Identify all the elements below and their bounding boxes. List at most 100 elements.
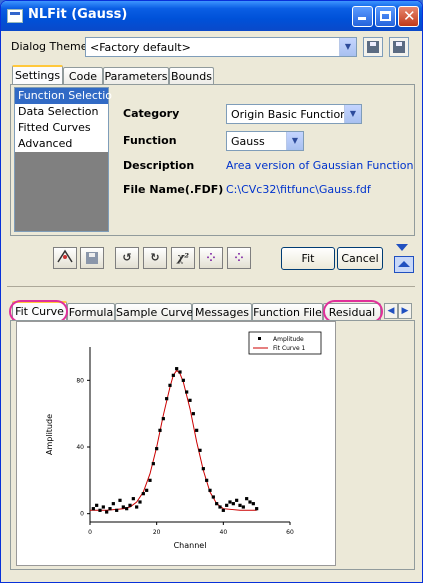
tab-bounds[interactable]: Bounds [169,67,214,85]
data-point [131,497,135,501]
list-item-fitted-curves[interactable]: Fitted Curves [15,120,108,136]
chi-square-button[interactable]: χ² [171,247,195,269]
title-bar[interactable]: NLFit (Gauss) ✕ [1,1,422,31]
legend-marker-amplitude [258,337,261,340]
one-iteration-icon[interactable]: ↻ [143,247,167,269]
close-button[interactable]: ✕ [398,6,419,27]
save-theme-button[interactable] [363,37,383,57]
data-point [135,505,139,509]
data-point [108,507,112,511]
data-point [125,507,129,511]
tab-settings[interactable]: Settings [12,65,63,85]
tab-messages[interactable]: Messages [192,303,252,321]
data-point [241,505,245,509]
data-point [198,448,202,452]
data-point [238,503,242,507]
collapse-arrow-icon[interactable] [396,244,408,251]
data-point [215,502,219,506]
data-point [185,390,189,394]
tab-scroll-left-icon[interactable]: ◀ [384,303,398,319]
data-point [195,428,199,432]
data-point [101,505,105,509]
list-item-function-selection[interactable]: Function Selection [15,88,119,104]
y-tick-label: 40 [76,444,84,451]
chevron-down-icon[interactable]: ▼ [344,105,361,123]
data-point [98,508,102,512]
data-point [201,467,205,471]
data-point [255,507,259,511]
dialog-theme-combo[interactable]: <Factory default> ▼ [85,37,357,57]
file-name-link[interactable]: C:\CVc32\fitfunc\Gauss.fdf [226,183,371,196]
fit-till-converged-icon[interactable]: ⁘ [227,247,251,269]
dialog-theme-label: Dialog Theme [11,40,88,53]
data-point [105,510,109,514]
data-point [141,492,145,496]
fit-curve-chart: 0 20 40 60 0 40 80 Amplitude Fit Curve 1 Channe… [45,331,322,550]
file-name-label: File Name(.FDF) [123,183,224,196]
data-point [95,503,99,507]
data-point [228,500,232,504]
close-icon: ✕ [403,7,416,25]
save-icon[interactable] [80,247,104,269]
description-label: Description [123,159,195,172]
data-point [175,367,179,371]
floppy-icon [367,41,379,53]
data-point [251,502,255,506]
dialog-theme-value: <Factory default> [90,41,191,54]
tab-fit-curve[interactable]: Fit Curve [12,301,67,321]
y-tick-label: 0 [80,511,84,518]
data-point [165,397,169,401]
data-point [235,498,239,502]
list-item-advanced[interactable]: Advanced [15,136,108,152]
function-selection-page: Category Origin Basic Functions ▼ Functi… [113,87,413,232]
x-tick-label: 60 [286,529,294,536]
fit-until-converged-icon[interactable] [53,247,77,269]
y-tick-label: 80 [76,377,84,384]
data-point [248,500,252,504]
cancel-button[interactable]: Cancel [337,247,383,270]
data-point [208,488,212,492]
data-point [151,462,155,466]
data-point [205,478,209,482]
chevron-down-icon[interactable]: ▼ [339,38,356,56]
x-tick-label: 40 [220,529,228,536]
settings-nav-list[interactable]: Function Selection Data Selection Fitted… [14,87,119,232]
function-combo[interactable]: Gauss ▼ [226,131,304,151]
data-point [91,507,95,511]
tab-formula[interactable]: Formula [67,303,115,321]
data-point [245,497,249,501]
category-label: Category [123,107,180,120]
y-axis-label: Amplitude [45,414,54,455]
tab-code[interactable]: Code [63,67,103,85]
init-params-icon[interactable]: ↺ [115,247,139,269]
data-point [218,505,222,509]
function-value: Gauss [231,135,265,148]
tab-scroll-right-icon[interactable]: ▶ [398,303,412,319]
data-point [211,495,215,499]
fit-button[interactable]: Fit [281,247,335,270]
tab-sample-curve[interactable]: Sample Curve [115,303,193,321]
toggle-panel-icon[interactable] [394,256,414,273]
data-point [225,503,229,507]
maximize-button[interactable] [375,6,396,27]
tab-parameters[interactable]: Parameters [103,67,169,85]
tab-function-file[interactable]: Function File [252,303,323,321]
category-combo[interactable]: Origin Basic Functions ▼ [226,104,362,124]
data-point [145,488,149,492]
save-theme-as-button[interactable] [389,37,409,57]
chevron-down-icon[interactable]: ▼ [286,132,303,150]
divider [7,286,415,287]
data-point [168,383,172,387]
data-point [158,428,162,432]
minimize-button[interactable] [352,6,373,27]
data-point [181,378,185,382]
legend-label-fit: Fit Curve 1 [273,345,306,352]
list-item-data-selection[interactable]: Data Selection [15,104,108,120]
data-point [171,373,175,377]
description-value: Area version of Gaussian Function [226,159,414,172]
iterate-icon[interactable]: ⁘ [199,247,223,269]
data-point [188,398,192,402]
data-point [191,412,195,416]
x-tick-label: 20 [153,529,161,536]
